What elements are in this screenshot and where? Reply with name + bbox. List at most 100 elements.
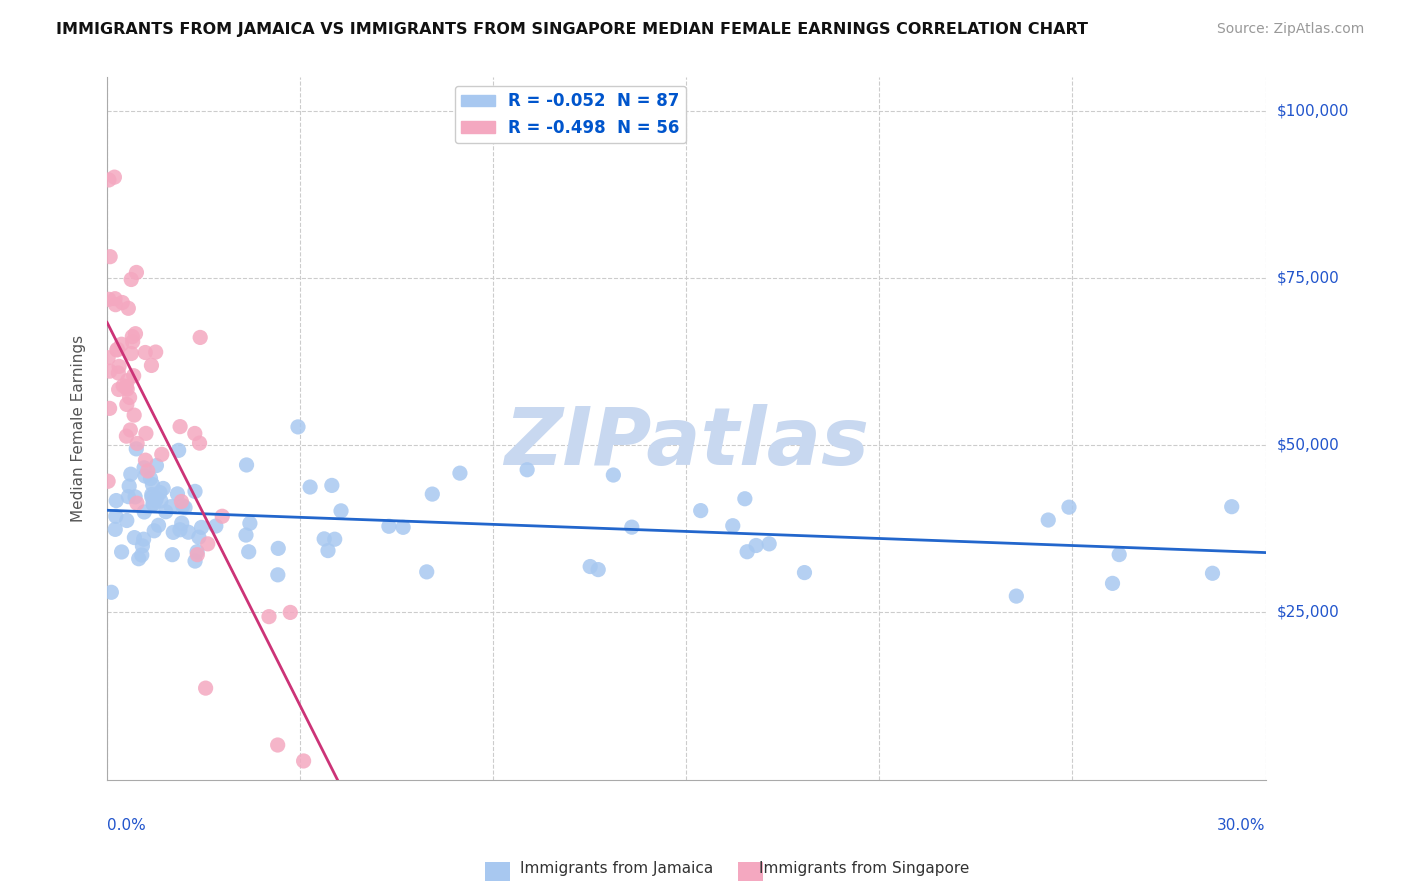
Point	[134, 453, 156, 467]
Text: ZIPatlas: ZIPatlas	[503, 403, 869, 482]
Point	[124, 490, 146, 504]
Point	[235, 528, 257, 542]
Point	[238, 545, 260, 559]
Point	[117, 301, 139, 316]
Point	[323, 532, 346, 546]
Point	[98, 250, 121, 264]
Point	[115, 382, 138, 396]
Point	[124, 531, 146, 545]
Point	[98, 364, 121, 378]
Point	[162, 525, 184, 540]
Point	[1201, 566, 1223, 581]
Point	[378, 519, 401, 533]
Point	[186, 545, 208, 559]
Point	[1038, 513, 1060, 527]
Point	[103, 170, 125, 185]
Point	[239, 516, 262, 531]
Point	[620, 520, 643, 534]
Point	[758, 537, 780, 551]
Point	[602, 468, 624, 483]
Point	[97, 475, 120, 489]
Text: Source: ZipAtlas.com: Source: ZipAtlas.com	[1216, 22, 1364, 37]
Point	[267, 541, 290, 556]
Point	[100, 585, 122, 599]
Point	[734, 491, 756, 506]
Point	[115, 429, 138, 443]
Point	[132, 532, 155, 546]
Text: Immigrants from Jamaica: Immigrants from Jamaica	[520, 861, 713, 876]
Point	[162, 548, 184, 562]
Point	[721, 518, 744, 533]
Point	[141, 487, 163, 501]
Point	[420, 487, 443, 501]
Point	[267, 567, 290, 582]
Point	[121, 334, 143, 349]
Point	[299, 480, 322, 494]
Point	[122, 368, 145, 383]
Point	[145, 345, 167, 359]
Point	[98, 401, 121, 416]
Point	[186, 548, 208, 562]
Point	[321, 478, 343, 492]
Point	[142, 497, 165, 511]
Point	[125, 442, 148, 456]
Point	[316, 543, 339, 558]
Point	[257, 609, 280, 624]
Point	[166, 487, 188, 501]
Point	[152, 482, 174, 496]
Point	[160, 500, 183, 514]
Point	[141, 490, 163, 504]
Point	[184, 426, 207, 441]
Point	[190, 520, 212, 534]
Point	[110, 545, 132, 559]
Point	[155, 505, 177, 519]
Point	[131, 548, 153, 562]
Point	[1108, 548, 1130, 562]
Point	[392, 520, 415, 534]
Point	[205, 519, 228, 533]
Point	[111, 295, 134, 310]
Text: Immigrants from Singapore: Immigrants from Singapore	[759, 861, 970, 876]
Point	[97, 293, 120, 307]
Point	[110, 337, 132, 351]
Point	[149, 485, 172, 500]
Point	[314, 532, 336, 546]
Point	[278, 606, 301, 620]
Text: IMMIGRANTS FROM JAMAICA VS IMMIGRANTS FROM SINGAPORE MEDIAN FEMALE EARNINGS CORR: IMMIGRANTS FROM JAMAICA VS IMMIGRANTS FR…	[56, 22, 1088, 37]
Point	[194, 681, 217, 695]
Point	[120, 346, 142, 360]
Point	[145, 458, 167, 473]
Point	[184, 554, 207, 568]
Point	[177, 525, 200, 540]
Point	[115, 380, 138, 394]
Point	[170, 516, 193, 530]
Point	[330, 504, 353, 518]
Point	[579, 559, 602, 574]
Text: $75,000: $75,000	[1277, 270, 1340, 285]
Text: $50,000: $50,000	[1277, 438, 1340, 453]
Point	[139, 471, 162, 485]
Point	[112, 378, 135, 392]
Point	[107, 343, 129, 357]
Point	[1057, 500, 1080, 515]
Point	[115, 514, 138, 528]
Point	[118, 391, 141, 405]
Point	[287, 420, 309, 434]
Point	[136, 464, 159, 478]
Point	[120, 423, 142, 437]
Point	[449, 466, 471, 480]
Point	[149, 494, 172, 508]
Point	[97, 351, 120, 365]
Point	[134, 469, 156, 483]
Point	[135, 426, 157, 441]
Point	[188, 436, 211, 450]
Point	[516, 463, 538, 477]
Point	[125, 265, 148, 279]
Point	[416, 565, 439, 579]
Point	[745, 539, 768, 553]
Text: $25,000: $25,000	[1277, 605, 1340, 620]
Point	[115, 397, 138, 411]
Point	[107, 366, 129, 380]
Point	[1005, 589, 1028, 603]
Point	[124, 326, 146, 341]
